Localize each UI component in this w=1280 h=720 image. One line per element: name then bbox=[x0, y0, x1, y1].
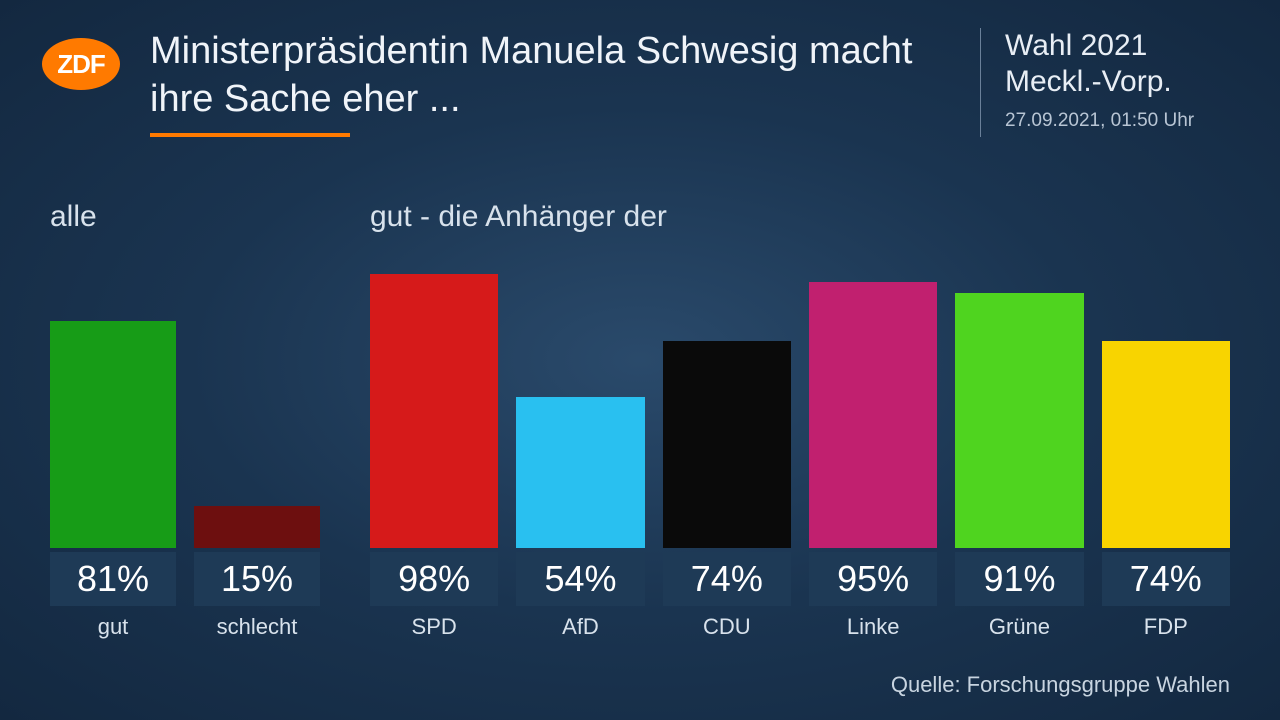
bar-column: 95% Linke bbox=[809, 268, 937, 640]
meta-block: Wahl 2021 Meckl.-Vorp. 27.09.2021, 01:50… bbox=[980, 28, 1240, 137]
bar-value: 95% bbox=[809, 552, 937, 606]
bar-column: 98% SPD bbox=[370, 268, 498, 640]
bars-alle: 81% gut 15% schlecht bbox=[50, 248, 320, 640]
bar-column: 81% gut bbox=[50, 268, 176, 640]
chart-area: alle 81% gut 15% schlecht gut - die Anhänge… bbox=[50, 200, 1230, 640]
meta-election: Wahl 2021 bbox=[1005, 28, 1240, 64]
group-parties-label: gut - die Anhänger der bbox=[370, 200, 1230, 240]
group-alle-label: alle bbox=[50, 200, 320, 240]
bar-fill bbox=[663, 341, 791, 548]
bar-label: Grüne bbox=[955, 614, 1083, 640]
bar-label: FDP bbox=[1102, 614, 1230, 640]
bar-value: 15% bbox=[194, 552, 320, 606]
bar-column: 15% schlecht bbox=[194, 268, 320, 640]
bar-column: 74% FDP bbox=[1102, 268, 1230, 640]
bar-fill bbox=[370, 274, 498, 548]
group-alle: alle 81% gut 15% schlecht bbox=[50, 200, 320, 640]
meta-datetime: 27.09.2021, 01:50 Uhr bbox=[1005, 110, 1240, 132]
source-label: Quelle: Forschungsgruppe Wahlen bbox=[891, 672, 1230, 698]
bar-value: 98% bbox=[370, 552, 498, 606]
bar-fill bbox=[1102, 341, 1230, 548]
bar-value: 54% bbox=[516, 552, 644, 606]
bars-parties: 98% SPD 54% AfD 74% CDU 95% Linke 91% Grüne 74% FDP bbox=[370, 248, 1230, 640]
bar-value: 74% bbox=[663, 552, 791, 606]
title-block: Ministerpräsidentin Manuela Schwesig mac… bbox=[150, 28, 980, 137]
bar-column: 91% Grüne bbox=[955, 268, 1083, 640]
bar-label: CDU bbox=[663, 614, 791, 640]
bar-label: AfD bbox=[516, 614, 644, 640]
bar-label: gut bbox=[50, 614, 176, 640]
bar-value: 74% bbox=[1102, 552, 1230, 606]
zdf-logo: ZDF bbox=[42, 38, 120, 90]
bar-column: 54% AfD bbox=[516, 268, 644, 640]
page-title: Ministerpräsidentin Manuela Schwesig mac… bbox=[150, 28, 960, 123]
bar-fill bbox=[516, 397, 644, 548]
bar-fill bbox=[809, 282, 937, 548]
bar-value: 91% bbox=[955, 552, 1083, 606]
title-underline bbox=[150, 133, 350, 137]
bar-fill bbox=[50, 321, 176, 548]
group-parties: gut - die Anhänger der 98% SPD 54% AfD 74% CD… bbox=[370, 200, 1230, 640]
bar-value: 81% bbox=[50, 552, 176, 606]
meta-region: Meckl.-Vorp. bbox=[1005, 64, 1240, 100]
header: Ministerpräsidentin Manuela Schwesig mac… bbox=[150, 28, 1240, 137]
bar-label: SPD bbox=[370, 614, 498, 640]
bar-fill bbox=[194, 506, 320, 548]
bar-column: 74% CDU bbox=[663, 268, 791, 640]
bar-label: schlecht bbox=[194, 614, 320, 640]
bar-label: Linke bbox=[809, 614, 937, 640]
bar-fill bbox=[955, 293, 1083, 548]
